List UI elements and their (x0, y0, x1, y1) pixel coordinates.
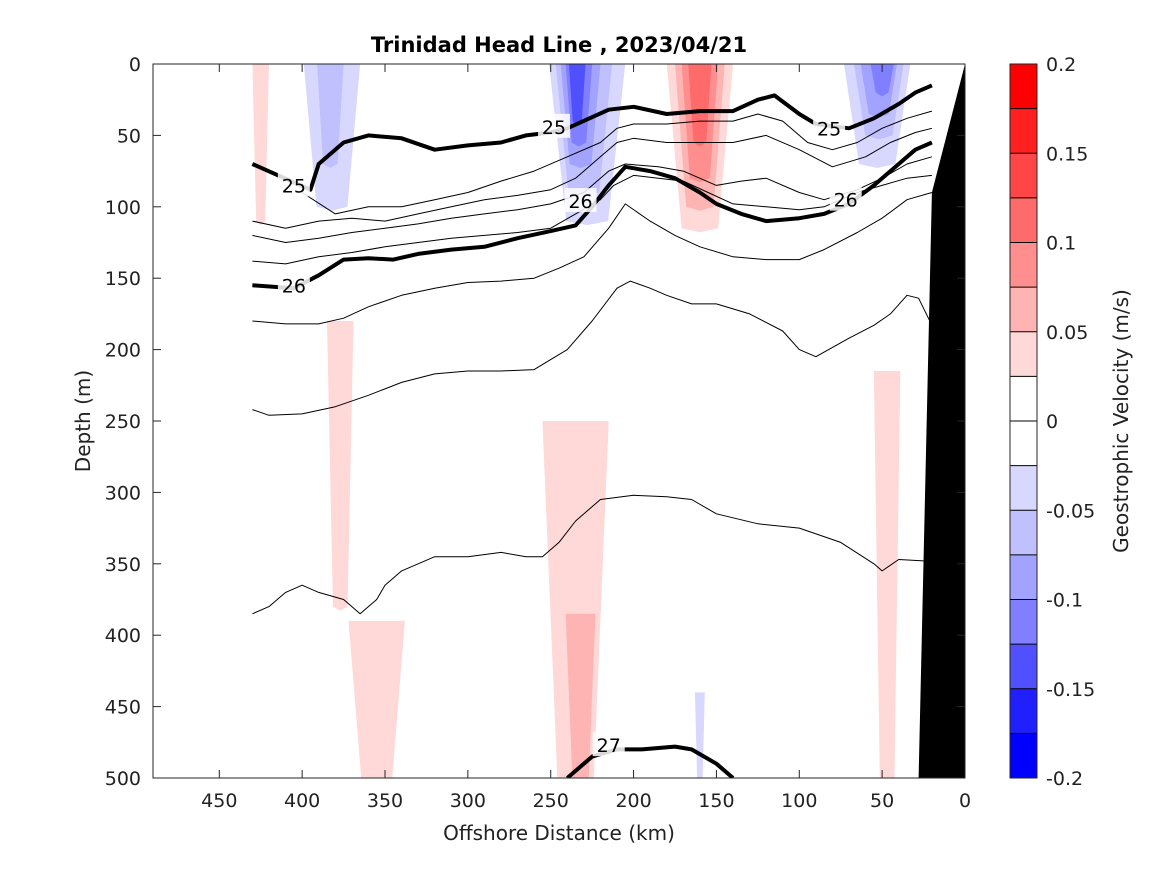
contour-label-bg-5-2 (829, 186, 862, 211)
colorbar-swatch-4 (1010, 554, 1037, 600)
y-tick-label-8: 400 (105, 625, 141, 647)
density-contour-3 (252, 156, 933, 243)
colorbar-tick-label-8: -0.2 (1046, 768, 1083, 790)
velocity-patch-24 (348, 620, 405, 778)
x-tick-label-2: 350 (367, 790, 403, 812)
contour-label-bg-5-1 (564, 188, 597, 213)
colorbar-tick-label-0: 0.2 (1046, 54, 1076, 76)
colorbar-swatch-5 (1010, 510, 1037, 556)
x-tick-label-4: 250 (533, 790, 569, 812)
contour-label-bg-9-0 (592, 732, 625, 757)
y-tick-label-2: 100 (105, 197, 141, 219)
velocity-patch-3 (317, 64, 344, 168)
contour-label-5-2: 26 (834, 190, 858, 212)
x-tick-label-5: 200 (615, 790, 651, 812)
chart-title: Trinidad Head Line , 2023/04/21 (371, 33, 747, 57)
contour-label-bg-0-2 (813, 115, 846, 140)
colorbar-swatch-8 (1010, 376, 1037, 422)
contour-label-layer: 25 25 25 26 26 26 27 (277, 113, 862, 757)
y-axis-label: Depth (m) (71, 370, 95, 472)
colorbar-swatch-0 (1010, 733, 1037, 779)
colorbar-tick-label-4: 0 (1046, 411, 1058, 433)
y-tick-label-5: 250 (105, 411, 141, 433)
colorbar-swatch-11 (1010, 242, 1037, 288)
velocity-patch-0 (252, 64, 269, 226)
y-tick-label-4: 200 (105, 340, 141, 362)
x-axis-ticks: 450 400 350 300 250 200 150 100 50 0 (201, 64, 971, 812)
colorbar-swatch-7 (1010, 421, 1037, 466)
density-contour-4 (252, 174, 932, 265)
y-tick-label-10: 500 (105, 768, 141, 790)
y-tick-label-1: 50 (117, 125, 141, 147)
colorbar-swatch-9 (1010, 331, 1037, 377)
y-tick-label-7: 350 (105, 554, 141, 576)
colorbar-frame (1009, 63, 1038, 779)
contour-label-bg-0-1 (538, 113, 571, 138)
colorbar-swatch-12 (1010, 197, 1037, 243)
x-tick-label-8: 50 (870, 790, 894, 812)
contour-label-bg-5-0 (277, 272, 310, 297)
contour-label-0-2: 25 (817, 118, 841, 140)
bathymetry-layer (918, 64, 965, 778)
x-tick-label-1: 400 (284, 790, 320, 812)
colorbar-tick-label-7: -0.15 (1046, 679, 1095, 701)
colorbar-swatch-15 (1010, 64, 1037, 109)
x-axis-label: Offshore Distance (km) (443, 821, 675, 845)
density-contour-7 (252, 280, 933, 416)
colorbar-swatch-2 (1010, 644, 1037, 690)
colorbar-swatch-13 (1010, 153, 1037, 199)
colorbar-tick-label-1: 0.15 (1046, 143, 1088, 165)
contour-label-5-1: 26 (568, 191, 592, 213)
velocity-patch-20 (870, 64, 894, 97)
contour-label-0-0: 25 (282, 175, 306, 197)
x-tick-label-0: 450 (201, 790, 237, 812)
contour-label-0-1: 25 (542, 117, 566, 139)
velocity-patch-4 (406, 64, 463, 204)
colorbar-swatch-10 (1010, 287, 1037, 333)
bathymetry-shape (918, 64, 965, 778)
colorbar-tick-label-6: -0.1 (1046, 590, 1083, 612)
colorbar-swatch-3 (1010, 599, 1037, 645)
y-tick-label-6: 300 (105, 482, 141, 504)
colorbar-tick-label-5: -0.05 (1046, 500, 1095, 522)
x-tick-label-9: 0 (959, 790, 971, 812)
velocity-patch-layer (252, 64, 917, 778)
y-axis-ticks: 0 50 100 150 200 250 300 350 400 450 500 (105, 54, 965, 790)
y-tick-label-0: 0 (129, 54, 141, 76)
y-tick-label-3: 150 (105, 268, 141, 290)
velocity-patch-15 (688, 64, 712, 147)
y-tick-label-9: 450 (105, 697, 141, 719)
colorbar-swatch-6 (1010, 465, 1037, 511)
colorbar-swatch-14 (1010, 108, 1037, 154)
density-contour-8 (252, 494, 924, 615)
velocity-patch-23 (565, 613, 596, 778)
velocity-patch-21 (327, 321, 354, 611)
colorbar-tick-label-2: 0.1 (1046, 233, 1076, 255)
contour-label-9-0: 27 (597, 735, 621, 757)
density-contour-2 (252, 127, 933, 229)
contour-label-5-0: 26 (282, 275, 306, 297)
velocity-patch-27 (873, 371, 901, 778)
contour-label-bg-0-0 (277, 172, 310, 197)
colorbar-swatch-1 (1010, 688, 1037, 734)
density-contour-6 (252, 192, 933, 325)
x-tick-label-3: 300 (450, 790, 486, 812)
colorbar-label: Geostrophic Velocity (m/s) (1109, 289, 1133, 553)
colorbar-tick-label-3: 0.05 (1046, 322, 1088, 344)
x-tick-label-7: 100 (781, 790, 817, 812)
density-contour-1 (301, 110, 933, 215)
x-tick-label-6: 150 (698, 790, 734, 812)
velocity-patch-11 (568, 64, 586, 126)
colorbar: 0.2 0.15 0.1 0.05 0 -0.05 -0.1 -0.15 -0.2 (1009, 54, 1095, 790)
velocity-patch-5 (476, 64, 543, 204)
